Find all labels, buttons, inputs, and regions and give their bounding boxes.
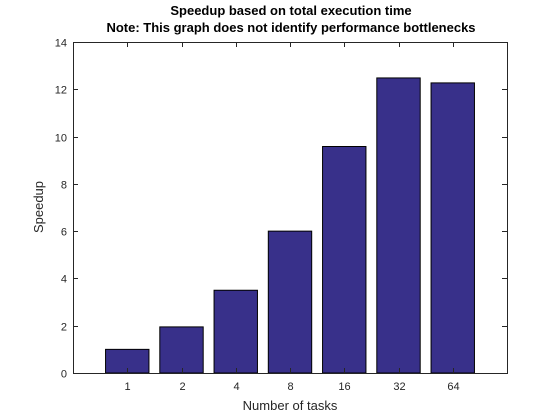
- y-tick-label: 0: [61, 369, 67, 381]
- bar-4: [213, 289, 258, 374]
- bar-2: [159, 326, 204, 374]
- y-tick-label: 6: [61, 227, 67, 239]
- y-tick-label: 8: [61, 180, 67, 192]
- y-tick-label: 4: [61, 274, 67, 286]
- bar-64: [430, 82, 475, 374]
- x-tick-label: 4: [233, 381, 239, 393]
- x-axis-label: Number of tasks: [243, 398, 338, 413]
- y-tick-label: 14: [55, 38, 67, 50]
- x-tick-label: 16: [338, 381, 350, 393]
- x-tick-label: 64: [447, 381, 459, 393]
- chart-title: Speedup based on total execution time: [170, 3, 411, 18]
- y-tick-label: 12: [55, 85, 67, 97]
- x-tick-label: 1: [124, 381, 130, 393]
- chart-subtitle: Note: This graph does not identify perfo…: [106, 20, 475, 35]
- x-tick-label: 8: [287, 381, 293, 393]
- x-tick-label: 2: [179, 381, 185, 393]
- bar-32: [376, 77, 421, 374]
- y-axis-label: Speedup: [31, 181, 46, 233]
- bars-group: [105, 77, 475, 374]
- bar-8: [267, 230, 313, 374]
- y-tick-label: 2: [61, 322, 67, 334]
- x-tick-label: 32: [393, 381, 405, 393]
- bar-16: [322, 146, 367, 374]
- y-tick-label: 10: [55, 133, 67, 145]
